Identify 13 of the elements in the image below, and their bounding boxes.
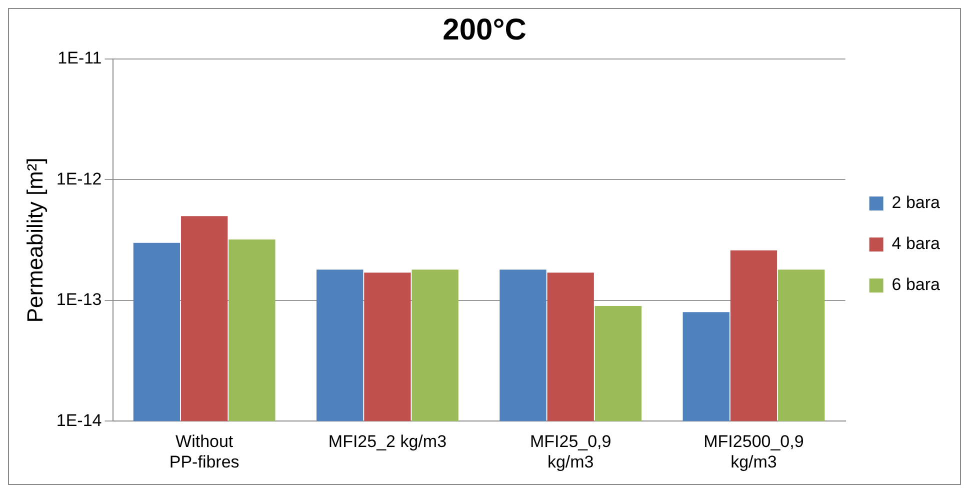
x-tick-label: Without PP-fibres [169, 432, 240, 472]
x-tick-label: MFI25_2 kg/m3 [328, 432, 447, 452]
legend-label: 6 bara [892, 275, 941, 294]
y-tick-label: 1E-12 [56, 169, 102, 188]
x-tick-label: MFI25_0,9 kg/m3 [530, 432, 612, 472]
x-tick-label: MFI2500_0,9 kg/m3 [704, 432, 804, 472]
chart-title: 200°C [442, 13, 526, 46]
y-axis-title: Permeability [m²] [22, 158, 48, 323]
legend-label: 4 bara [892, 234, 941, 254]
y-tick-label: 1E-11 [58, 48, 102, 68]
legend-label: 2 bara [892, 193, 941, 212]
y-tick-label: 1E-13 [56, 290, 102, 310]
y-tick-label: 1E-14 [56, 410, 102, 430]
